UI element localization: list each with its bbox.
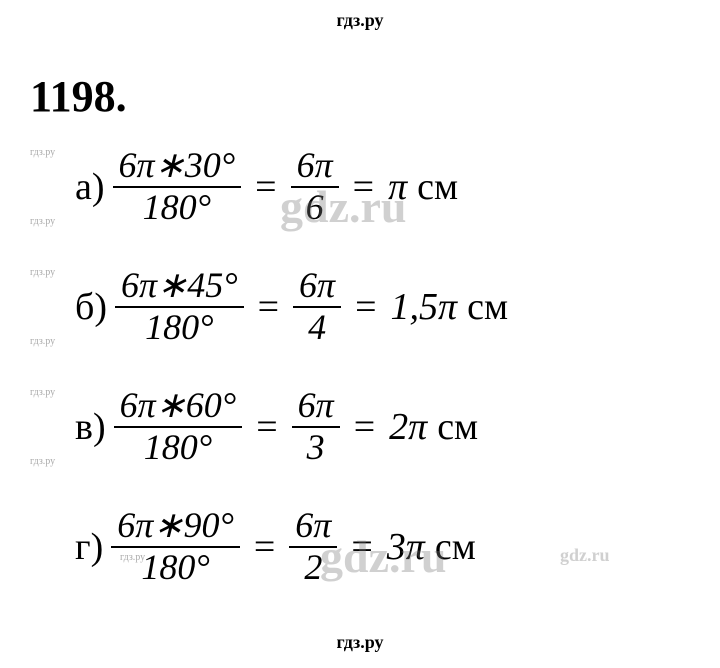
wm-small: гдз.ру bbox=[30, 456, 55, 467]
problem-number: 1198. bbox=[0, 31, 720, 122]
equals: = bbox=[256, 405, 277, 449]
unit: см bbox=[435, 525, 476, 569]
denominator: 180° bbox=[139, 308, 219, 348]
row-label: г) bbox=[75, 525, 103, 569]
result: 3π bbox=[387, 525, 425, 569]
numerator: 6π bbox=[293, 266, 341, 308]
numerator: 6π bbox=[289, 506, 337, 548]
denominator: 180° bbox=[138, 428, 218, 468]
row-label: а) bbox=[75, 165, 105, 209]
wm-small: гдз.ру bbox=[30, 387, 55, 398]
pi: π bbox=[388, 166, 407, 208]
denominator: 6 bbox=[300, 188, 330, 228]
content: гдз.ру гдз.ру а) 6π∗30° 180° = 6π 6 = π … bbox=[0, 122, 720, 592]
equals: = bbox=[255, 165, 276, 209]
numerator: 6π∗45° bbox=[115, 266, 244, 308]
fraction-2: 6π 3 bbox=[292, 386, 340, 467]
equals: = bbox=[354, 405, 375, 449]
wm-small: гдз.ру bbox=[30, 336, 55, 347]
row-v: гдз.ру гдз.ру в) 6π∗60° 180° = 6π 3 = 2π… bbox=[30, 382, 720, 472]
pi: π bbox=[406, 526, 425, 568]
equals: = bbox=[258, 285, 279, 329]
fraction-1: 6π∗30° 180° bbox=[113, 146, 242, 227]
numerator: 6π∗90° bbox=[111, 506, 240, 548]
fraction-1: 6π∗45° 180° bbox=[115, 266, 244, 347]
unit: см bbox=[417, 165, 458, 209]
fraction-2: 6π 6 bbox=[291, 146, 339, 227]
numerator: 6π bbox=[292, 386, 340, 428]
row-label: б) bbox=[75, 285, 107, 329]
row-a: гдз.ру гдз.ру а) 6π∗30° 180° = 6π 6 = π … bbox=[30, 142, 720, 232]
denominator: 3 bbox=[301, 428, 331, 468]
fraction-2: 6π 4 bbox=[293, 266, 341, 347]
denominator: 180° bbox=[135, 548, 215, 588]
fraction-1: 6π∗90° 180° bbox=[111, 506, 240, 587]
result: 2π bbox=[389, 405, 427, 449]
equals: = bbox=[355, 285, 376, 329]
header-watermark: гдз.ру bbox=[0, 0, 720, 31]
denominator: 2 bbox=[298, 548, 328, 588]
wm-small: гдз.ру bbox=[30, 147, 55, 158]
result-coef: 3 bbox=[387, 526, 406, 568]
wm-small: гдз.ру bbox=[30, 216, 55, 227]
result: 1,5π bbox=[391, 285, 458, 329]
equals: = bbox=[351, 525, 372, 569]
numerator: 6π∗30° bbox=[113, 146, 242, 188]
denominator: 180° bbox=[137, 188, 217, 228]
result-coef: 2 bbox=[389, 406, 408, 448]
pi: π bbox=[438, 286, 457, 328]
unit: см bbox=[467, 285, 508, 329]
equals: = bbox=[353, 165, 374, 209]
pi: π bbox=[408, 406, 427, 448]
denominator: 4 bbox=[302, 308, 332, 348]
wm-small: гдз.ру bbox=[120, 552, 145, 563]
numerator: 6π bbox=[291, 146, 339, 188]
result: π bbox=[388, 165, 407, 209]
footer-watermark: гдз.ру bbox=[0, 632, 720, 653]
row-g: гдз.ру г) 6π∗90° 180° = 6π 2 = 3π см bbox=[30, 502, 720, 592]
fraction-1: 6π∗60° 180° bbox=[114, 386, 243, 467]
result-coef: 1,5 bbox=[391, 286, 439, 328]
row-label: в) bbox=[75, 405, 106, 449]
row-b: гдз.ру гдз.ру б) 6π∗45° 180° = 6π 4 = 1,… bbox=[30, 262, 720, 352]
unit: см bbox=[437, 405, 478, 449]
wm-small: гдз.ру bbox=[30, 267, 55, 278]
equals: = bbox=[254, 525, 275, 569]
numerator: 6π∗60° bbox=[114, 386, 243, 428]
fraction-2: 6π 2 bbox=[289, 506, 337, 587]
